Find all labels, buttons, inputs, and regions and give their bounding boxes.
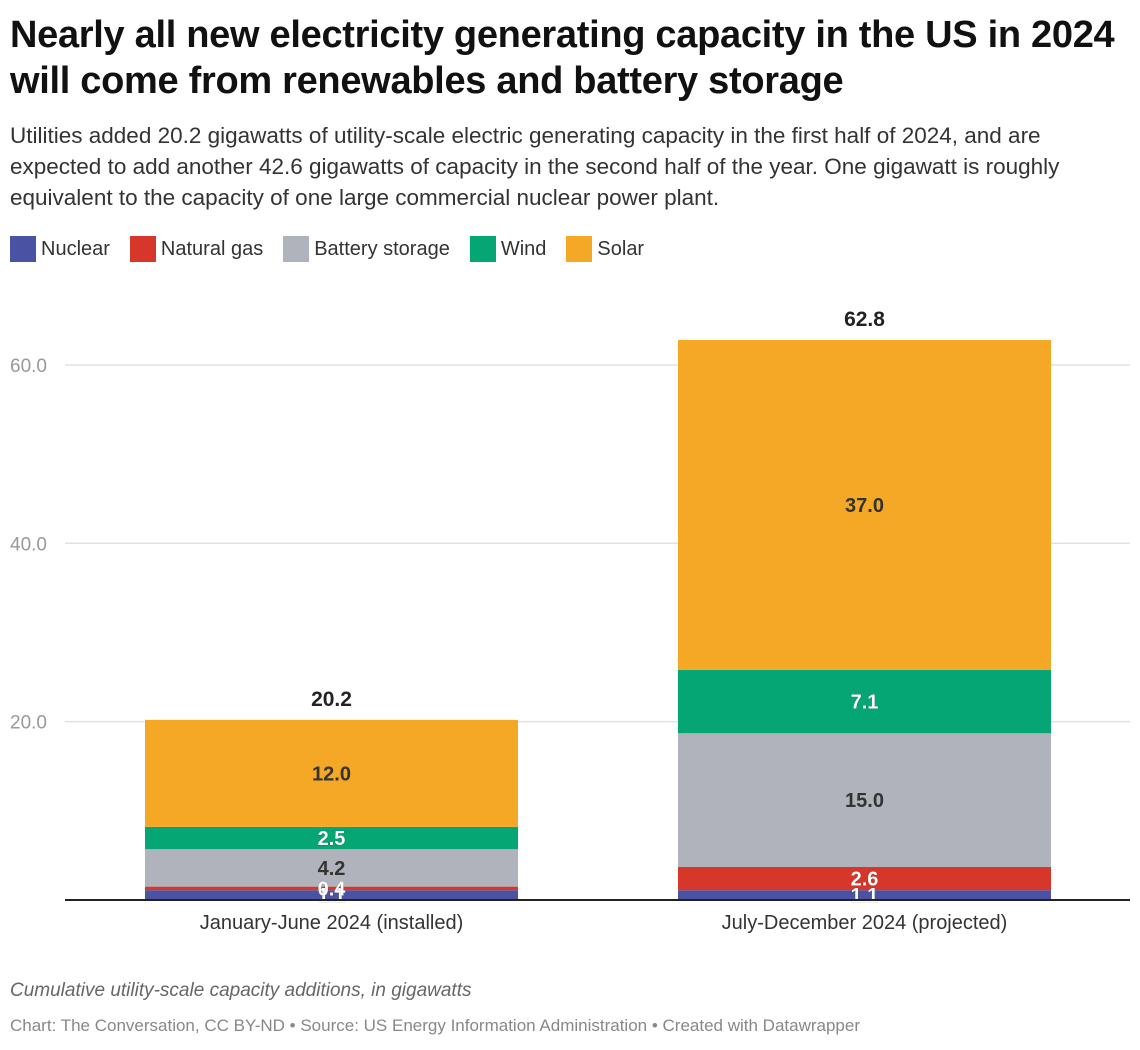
legend-label-nuclear: Nuclear: [41, 237, 110, 260]
chart-subtitle: Utilities added 20.2 gigawatts of utilit…: [10, 123, 1060, 210]
value-label-wind: 7.1: [851, 692, 879, 714]
x-axis-labels: January-June 2024 (installed) July-Decemb…: [200, 912, 1008, 934]
legend-item-battery-storage: Battery storage: [283, 236, 450, 262]
legend-swatch-solar: [566, 236, 593, 262]
chart-title: Nearly all new electricity generating ca…: [10, 14, 1115, 102]
legend-item-wind: Wind: [469, 236, 547, 262]
bar-segment-natural-gas: [145, 886, 518, 891]
total-label: 62.8: [844, 308, 885, 331]
value-label-natural-gas: 0.4: [318, 878, 347, 900]
y-tick-label: 40.0: [10, 534, 47, 555]
x-tick-label: July-December 2024 (projected): [722, 912, 1008, 934]
y-tick-label: 60.0: [10, 356, 47, 377]
bar-segment-solar: [145, 719, 518, 827]
legend-label-battery-storage: Battery storage: [314, 237, 450, 260]
bar-segment-natural-gas: [678, 867, 1051, 891]
bar-segment-nuclear: [678, 890, 1051, 900]
bar-segment-battery-storage: [678, 733, 1051, 868]
legend-swatch-battery-storage: [283, 236, 310, 262]
value-label-nuclear: 1.1: [318, 885, 346, 907]
value-label-battery-storage: 15.0: [845, 790, 884, 812]
legend-label-natural-gas: Natural gas: [160, 237, 264, 260]
bar-segment-nuclear: [145, 890, 518, 900]
legend-item-nuclear: Nuclear: [10, 236, 110, 262]
bar-segment-wind: [145, 826, 518, 850]
chart-description: Cumulative utility-scale capacity additi…: [10, 980, 472, 1001]
legend-swatch-natural-gas: [129, 236, 156, 262]
y-tick-label: 20.0: [10, 713, 47, 734]
x-tick-label: January-June 2024 (installed): [200, 912, 464, 934]
bar-segment-wind: [678, 669, 1051, 734]
legend-swatch-nuclear: [10, 236, 36, 262]
value-label-natural-gas: 2.6: [851, 869, 879, 891]
value-labels: 1.10.44.22.512.020.21.12.615.07.137.062.…: [311, 308, 885, 907]
bar-segment-battery-storage: [145, 849, 518, 887]
legend-item-solar: Solar: [566, 236, 644, 262]
value-label-battery-storage: 4.2: [318, 858, 346, 880]
value-label-solar: 12.0: [312, 763, 351, 785]
legend-swatch-wind: [469, 236, 496, 262]
legend: Nuclear Natural gas Battery storage Wind…: [10, 236, 664, 262]
value-label-solar: 37.0: [845, 495, 884, 517]
total-label: 20.2: [311, 688, 352, 711]
value-label-nuclear: 1.1: [851, 885, 879, 907]
legend-label-wind: Wind: [500, 237, 547, 260]
value-label-wind: 2.5: [318, 828, 346, 850]
stacked-bar-chart: 20.040.060.0 1.10.44.22.512.020.21.12.61…: [10, 308, 1130, 934]
chart-credit: Chart: The Conversation, CC BY-ND • Sour…: [10, 1016, 860, 1035]
legend-label-solar: Solar: [597, 237, 645, 260]
bar-segment-solar: [678, 340, 1051, 670]
bars: [145, 340, 1051, 900]
legend-item-natural-gas: Natural gas: [129, 236, 264, 262]
